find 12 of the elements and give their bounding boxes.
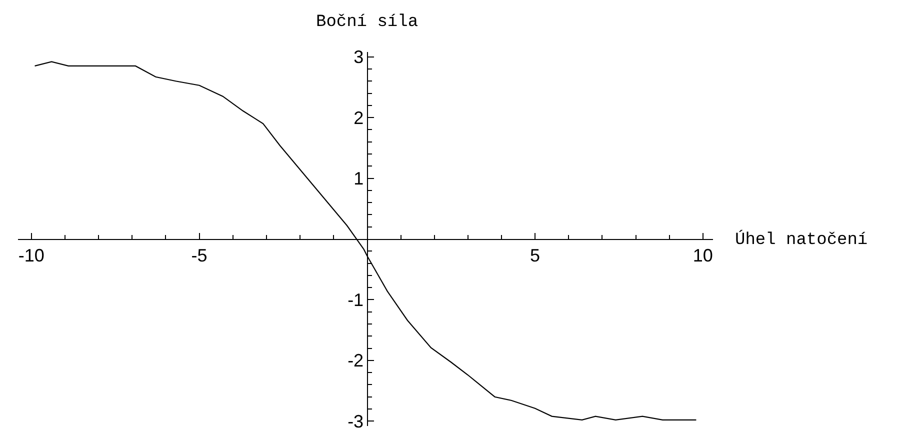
x-tick-label: -5 [191, 246, 208, 266]
y-tick-label: -3 [348, 411, 364, 432]
y-tick-label: -2 [348, 350, 364, 371]
y-tick-label: 1 [354, 168, 364, 189]
y-tick-label: 2 [354, 108, 364, 128]
x-axis-title: Úhel natočení [735, 229, 868, 250]
x-tick-label: 10 [692, 246, 713, 266]
y-tick-label: -1 [348, 290, 364, 310]
x-tick-label: -10 [18, 246, 44, 266]
y-tick-label: 3 [354, 47, 364, 68]
y-axis-title: Boční síla [316, 13, 418, 32]
x-tick-label: 5 [530, 246, 540, 266]
